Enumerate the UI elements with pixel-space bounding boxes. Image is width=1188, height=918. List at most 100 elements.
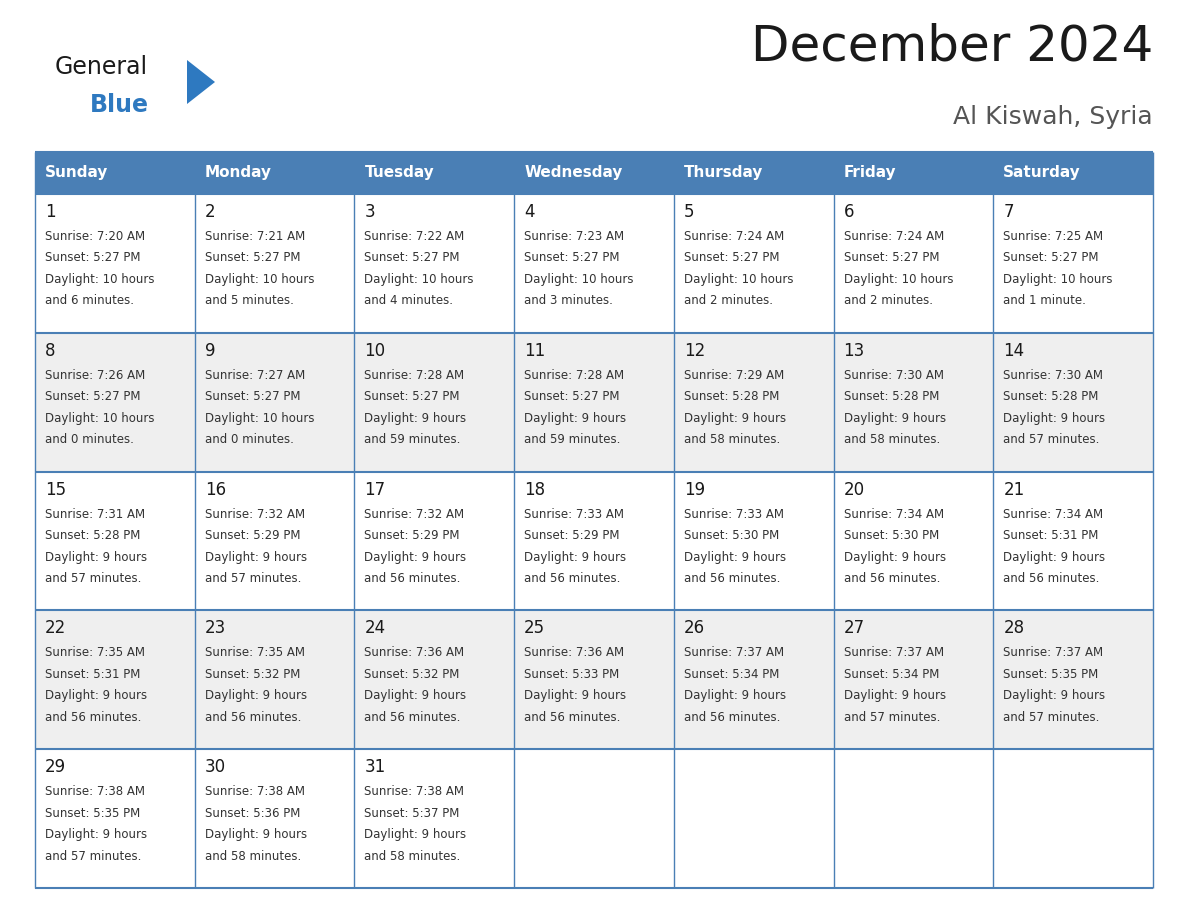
Text: and 2 minutes.: and 2 minutes. (843, 295, 933, 308)
Text: 13: 13 (843, 341, 865, 360)
Text: Daylight: 9 hours: Daylight: 9 hours (1004, 689, 1105, 702)
Text: Sunrise: 7:37 AM: Sunrise: 7:37 AM (843, 646, 943, 659)
Text: December 2024: December 2024 (751, 22, 1154, 70)
Text: Sunset: 5:27 PM: Sunset: 5:27 PM (365, 390, 460, 403)
Bar (34, 194, 1154, 333)
Text: 14: 14 (1004, 341, 1024, 360)
Text: and 58 minutes.: and 58 minutes. (843, 433, 940, 446)
Text: Daylight: 9 hours: Daylight: 9 hours (45, 828, 147, 841)
Text: and 56 minutes.: and 56 minutes. (524, 711, 620, 724)
Text: 19: 19 (684, 481, 704, 498)
Text: 4: 4 (524, 203, 535, 221)
Text: Sunrise: 7:34 AM: Sunrise: 7:34 AM (1004, 508, 1104, 521)
Text: and 57 minutes.: and 57 minutes. (204, 572, 301, 585)
Text: 2: 2 (204, 203, 215, 221)
Text: and 57 minutes.: and 57 minutes. (1004, 433, 1100, 446)
Text: Daylight: 9 hours: Daylight: 9 hours (524, 412, 626, 425)
Text: Daylight: 9 hours: Daylight: 9 hours (843, 412, 946, 425)
Text: and 0 minutes.: and 0 minutes. (45, 433, 134, 446)
Text: and 6 minutes.: and 6 minutes. (45, 295, 134, 308)
Text: Sunset: 5:37 PM: Sunset: 5:37 PM (365, 807, 460, 820)
Text: and 57 minutes.: and 57 minutes. (45, 572, 141, 585)
Text: and 1 minute.: and 1 minute. (1004, 295, 1086, 308)
Text: Sunrise: 7:35 AM: Sunrise: 7:35 AM (45, 646, 145, 659)
Text: Sunset: 5:27 PM: Sunset: 5:27 PM (684, 252, 779, 264)
Text: Sunset: 5:28 PM: Sunset: 5:28 PM (1004, 390, 1099, 403)
Text: Sunrise: 7:37 AM: Sunrise: 7:37 AM (684, 646, 784, 659)
Text: Sunset: 5:28 PM: Sunset: 5:28 PM (843, 390, 939, 403)
Text: Sunrise: 7:22 AM: Sunrise: 7:22 AM (365, 230, 465, 243)
Text: Sunrise: 7:35 AM: Sunrise: 7:35 AM (204, 646, 304, 659)
Text: and 59 minutes.: and 59 minutes. (524, 433, 620, 446)
Text: and 56 minutes.: and 56 minutes. (1004, 572, 1100, 585)
Text: Sunset: 5:31 PM: Sunset: 5:31 PM (45, 668, 140, 681)
Text: Daylight: 9 hours: Daylight: 9 hours (684, 412, 786, 425)
Text: Sunset: 5:29 PM: Sunset: 5:29 PM (204, 529, 301, 543)
Text: 17: 17 (365, 481, 386, 498)
Text: Sunrise: 7:27 AM: Sunrise: 7:27 AM (204, 369, 305, 382)
Text: Daylight: 9 hours: Daylight: 9 hours (45, 551, 147, 564)
Text: and 56 minutes.: and 56 minutes. (204, 711, 301, 724)
Text: Sunset: 5:35 PM: Sunset: 5:35 PM (45, 807, 140, 820)
Text: Daylight: 10 hours: Daylight: 10 hours (684, 273, 794, 286)
Text: Sunrise: 7:26 AM: Sunrise: 7:26 AM (45, 369, 145, 382)
Text: Sunset: 5:31 PM: Sunset: 5:31 PM (1004, 529, 1099, 543)
Text: Sunrise: 7:28 AM: Sunrise: 7:28 AM (524, 369, 624, 382)
Text: Daylight: 9 hours: Daylight: 9 hours (684, 689, 786, 702)
Text: Sunrise: 7:38 AM: Sunrise: 7:38 AM (204, 785, 304, 798)
Polygon shape (187, 60, 215, 104)
Text: 15: 15 (45, 481, 67, 498)
Text: Daylight: 10 hours: Daylight: 10 hours (365, 273, 474, 286)
Text: and 57 minutes.: and 57 minutes. (1004, 711, 1100, 724)
Text: Sunrise: 7:32 AM: Sunrise: 7:32 AM (365, 508, 465, 521)
Text: Sunset: 5:32 PM: Sunset: 5:32 PM (365, 668, 460, 681)
Text: Sunset: 5:30 PM: Sunset: 5:30 PM (684, 529, 779, 543)
Text: Thursday: Thursday (684, 165, 763, 181)
Text: Sunset: 5:29 PM: Sunset: 5:29 PM (365, 529, 460, 543)
Text: and 57 minutes.: and 57 minutes. (843, 711, 940, 724)
Text: Sunrise: 7:31 AM: Sunrise: 7:31 AM (45, 508, 145, 521)
Text: Sunset: 5:27 PM: Sunset: 5:27 PM (204, 390, 301, 403)
Text: Sunrise: 7:38 AM: Sunrise: 7:38 AM (45, 785, 145, 798)
Text: Daylight: 10 hours: Daylight: 10 hours (45, 273, 154, 286)
Text: 8: 8 (45, 341, 56, 360)
Text: Sunset: 5:36 PM: Sunset: 5:36 PM (204, 807, 301, 820)
Text: Sunrise: 7:38 AM: Sunrise: 7:38 AM (365, 785, 465, 798)
Text: 1: 1 (45, 203, 56, 221)
Text: Daylight: 10 hours: Daylight: 10 hours (1004, 273, 1113, 286)
Text: Sunrise: 7:33 AM: Sunrise: 7:33 AM (524, 508, 624, 521)
Text: Sunrise: 7:24 AM: Sunrise: 7:24 AM (684, 230, 784, 243)
Text: and 56 minutes.: and 56 minutes. (843, 572, 940, 585)
Text: Sunday: Sunday (45, 165, 108, 181)
Text: Sunset: 5:33 PM: Sunset: 5:33 PM (524, 668, 619, 681)
Text: Sunset: 5:27 PM: Sunset: 5:27 PM (45, 390, 140, 403)
Bar (354, 152, 514, 194)
Text: Sunrise: 7:29 AM: Sunrise: 7:29 AM (684, 369, 784, 382)
Text: Daylight: 9 hours: Daylight: 9 hours (45, 689, 147, 702)
Text: Wednesday: Wednesday (524, 165, 623, 181)
Text: Sunrise: 7:32 AM: Sunrise: 7:32 AM (204, 508, 305, 521)
Text: Daylight: 9 hours: Daylight: 9 hours (365, 828, 467, 841)
Text: 3: 3 (365, 203, 375, 221)
Text: Sunset: 5:34 PM: Sunset: 5:34 PM (684, 668, 779, 681)
Text: 21: 21 (1004, 481, 1024, 498)
Text: 25: 25 (524, 620, 545, 637)
Text: 20: 20 (843, 481, 865, 498)
Text: Sunset: 5:32 PM: Sunset: 5:32 PM (204, 668, 301, 681)
Text: 22: 22 (45, 620, 67, 637)
Text: Daylight: 9 hours: Daylight: 9 hours (684, 551, 786, 564)
Text: Blue: Blue (90, 93, 148, 117)
Text: 24: 24 (365, 620, 386, 637)
Text: Sunset: 5:27 PM: Sunset: 5:27 PM (524, 252, 620, 264)
Text: and 58 minutes.: and 58 minutes. (365, 850, 461, 863)
Text: and 56 minutes.: and 56 minutes. (365, 711, 461, 724)
Text: Monday: Monday (204, 165, 272, 181)
Text: and 3 minutes.: and 3 minutes. (524, 295, 613, 308)
Text: Sunrise: 7:36 AM: Sunrise: 7:36 AM (524, 646, 624, 659)
Text: Sunrise: 7:24 AM: Sunrise: 7:24 AM (843, 230, 943, 243)
Text: Daylight: 9 hours: Daylight: 9 hours (843, 689, 946, 702)
Text: 29: 29 (45, 758, 67, 777)
Text: Sunset: 5:27 PM: Sunset: 5:27 PM (843, 252, 939, 264)
Text: Sunset: 5:29 PM: Sunset: 5:29 PM (524, 529, 620, 543)
Bar (34, 610, 1154, 749)
